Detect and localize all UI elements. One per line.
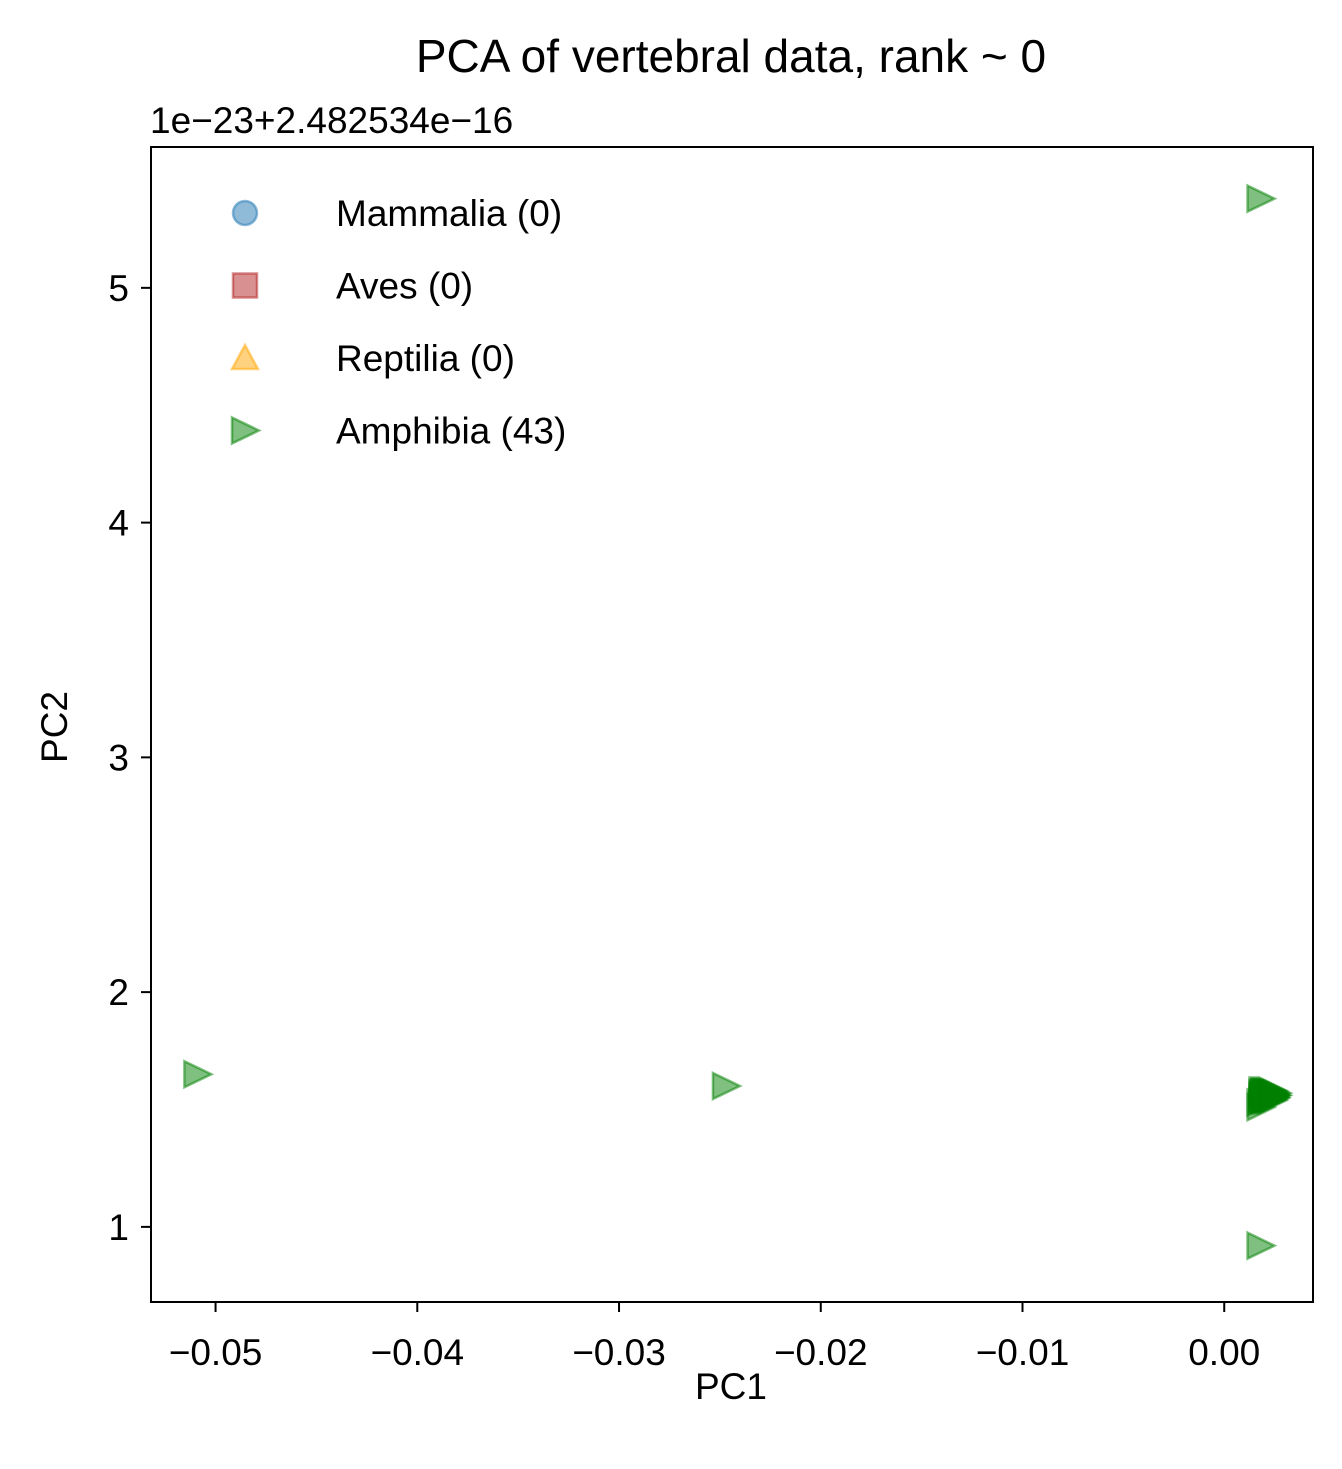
data-point — [1262, 1078, 1294, 1109]
plot-frame — [150, 146, 1314, 1303]
x-tick-label: −0.01 — [976, 1332, 1070, 1373]
legend-label: Reptilia (0) — [336, 338, 515, 379]
legend-label: Aves (0) — [336, 266, 473, 307]
legend-label: Mammalia (0) — [336, 193, 562, 234]
legend-marker — [231, 272, 259, 299]
x-tick-label: −0.04 — [370, 1332, 464, 1373]
y-tick-label: 5 — [108, 268, 129, 309]
legend: Mammalia (0) Aves (0) Reptilia (0) Amphibia… — [229, 193, 566, 452]
x-tick-label: −0.03 — [572, 1332, 666, 1373]
legend-marker — [231, 199, 259, 227]
y-tick-label: 4 — [108, 503, 129, 544]
x-tick-label: −0.05 — [169, 1332, 263, 1373]
plot-area — [183, 183, 1294, 1261]
data-point — [711, 1071, 743, 1102]
chart-title: PCA of vertebral data, rank ~ 0 — [416, 30, 1046, 82]
data-point — [183, 1059, 215, 1090]
y-axis: 1 2 3 4 5 — [108, 268, 151, 1248]
y-tick-label: 1 — [108, 1207, 129, 1248]
legend-marker — [229, 342, 261, 371]
data-point — [1246, 1230, 1278, 1261]
data-point — [1246, 183, 1278, 214]
y-axis-label: PC2 — [34, 691, 75, 763]
x-tick-label: −0.02 — [774, 1332, 868, 1373]
x-axis-label: PC1 — [695, 1366, 767, 1407]
y-tick-label: 3 — [108, 737, 129, 778]
y-axis-offset-label: 1e−23+2.482534e−16 — [150, 100, 513, 141]
legend-label: Amphibia (43) — [336, 411, 566, 452]
legend-marker — [230, 415, 262, 446]
x-axis: −0.05 −0.04 −0.03 −0.02 −0.01 0.00 — [169, 1302, 1260, 1373]
y-tick-label: 2 — [108, 972, 129, 1013]
x-tick-label: 0.00 — [1188, 1332, 1260, 1373]
